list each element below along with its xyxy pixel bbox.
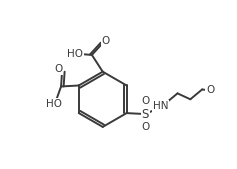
Text: HN: HN (153, 101, 168, 111)
Text: O: O (54, 64, 62, 74)
Text: O: O (102, 36, 110, 46)
Text: O: O (141, 96, 150, 106)
Text: O: O (206, 85, 215, 95)
Text: O: O (141, 122, 150, 132)
Text: S: S (142, 108, 149, 120)
Text: HO: HO (67, 49, 83, 59)
Text: HO: HO (46, 99, 62, 109)
